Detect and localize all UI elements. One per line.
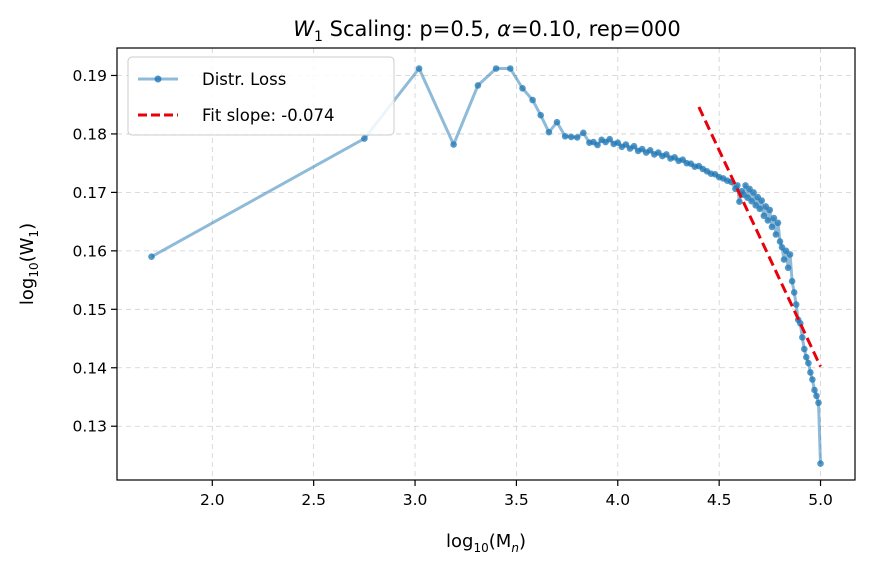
data-point <box>567 133 575 141</box>
data-point <box>594 141 601 149</box>
legend-label-fit: Fit slope: -0.074 <box>202 106 334 125</box>
x-tick-label: 5.0 <box>808 491 833 509</box>
data-point <box>519 85 526 92</box>
data-point <box>622 141 630 148</box>
data-point <box>780 256 788 263</box>
chart-title: W1 Scaling: p=0.5, α=0.10, rep=000 <box>293 17 681 45</box>
x-label-close: ) <box>519 531 526 552</box>
title-scaling: Scaling: p=0.5, <box>323 17 497 41</box>
x-label-log-subscript: 10 <box>473 541 488 555</box>
data-point <box>415 65 423 72</box>
data-point <box>736 198 743 205</box>
data-point <box>361 135 368 142</box>
data-point <box>545 128 553 136</box>
x-label-arg: (M <box>489 531 512 552</box>
data-point <box>573 134 581 141</box>
data-point <box>760 212 768 220</box>
data-point <box>811 386 818 394</box>
x-tick-label: 4.0 <box>605 491 630 509</box>
data-point <box>756 205 763 213</box>
y-tick-label: 0.15 <box>72 301 107 319</box>
data-point <box>507 65 514 72</box>
x-label-log: log <box>446 531 473 552</box>
series-area <box>148 65 824 467</box>
y-tick-label: 0.16 <box>72 242 107 260</box>
data-point <box>805 359 812 367</box>
data-point <box>790 289 798 296</box>
data-point <box>799 334 806 341</box>
y-label-arg: (W <box>17 237 38 262</box>
data-point <box>492 65 500 72</box>
title-w: W <box>293 17 315 41</box>
data-point <box>580 129 587 137</box>
x-axis: 2.0 2.5 3.0 3.5 4.0 4.5 5.0 <box>200 480 833 509</box>
data-point <box>148 253 155 260</box>
y-label-close: ) <box>17 223 38 230</box>
data-point <box>801 345 808 353</box>
data-point <box>784 264 792 272</box>
data-point <box>734 182 741 189</box>
y-tick-label: 0.17 <box>72 184 107 202</box>
y-tick-label: 0.14 <box>72 359 107 377</box>
data-point <box>764 217 772 224</box>
y-tick-label: 0.18 <box>72 125 107 143</box>
data-point <box>553 118 561 126</box>
legend-label-distr-loss: Distr. Loss <box>202 70 286 89</box>
y-axis-label: log10(W1) <box>17 223 41 305</box>
data-point <box>630 142 638 150</box>
grid <box>117 48 855 480</box>
data-point <box>792 301 800 308</box>
data-point <box>786 251 794 258</box>
x-tick-label: 3.5 <box>504 491 529 509</box>
data-point <box>606 135 613 143</box>
data-point <box>768 223 776 231</box>
data-point <box>817 460 824 467</box>
x-tick-label: 4.5 <box>707 491 732 509</box>
data-point <box>766 206 774 214</box>
data-point <box>663 151 670 158</box>
data-point <box>788 277 796 285</box>
y-axis: 0.13 0.14 0.15 0.16 0.17 0.18 0.19 <box>72 67 117 436</box>
legend-marker-distr-loss <box>154 75 162 83</box>
data-point <box>748 197 755 205</box>
data-point <box>815 399 822 407</box>
data-point <box>614 139 622 146</box>
title-alpha: α <box>497 17 511 41</box>
data-point <box>774 219 782 227</box>
data-point <box>537 111 544 119</box>
x-tick-label: 3.0 <box>403 491 428 509</box>
data-point <box>474 82 482 89</box>
data-point <box>646 147 654 154</box>
y-tick-label: 0.13 <box>72 418 107 436</box>
x-tick-label: 2.5 <box>301 491 326 509</box>
data-point <box>450 141 457 148</box>
y-tick-label: 0.19 <box>72 67 107 85</box>
y-label-log: log <box>17 278 38 305</box>
data-point <box>750 189 757 196</box>
title-rest: =0.10, rep=000 <box>511 17 681 41</box>
legend: Distr. Loss Fit slope: -0.074 <box>127 56 395 136</box>
x-tick-label: 2.0 <box>200 491 225 509</box>
x-label-arg-subscript: n <box>511 541 519 555</box>
data-point <box>561 133 569 140</box>
data-point <box>813 392 820 400</box>
fit-line <box>697 106 822 368</box>
plot-frame <box>116 47 856 481</box>
data-point <box>807 369 814 376</box>
data-point <box>770 214 778 222</box>
title-w-subscript: 1 <box>314 29 323 45</box>
data-point <box>776 238 784 245</box>
data-point <box>772 231 780 238</box>
data-point <box>758 197 765 204</box>
data-point <box>529 96 536 104</box>
y-label-arg-subscript: 1 <box>27 230 41 238</box>
data-point <box>809 376 816 383</box>
y-label-log-subscript: 10 <box>27 262 41 277</box>
x-axis-label: log10(Mn) <box>446 531 526 555</box>
data-point <box>803 353 810 361</box>
legend-box <box>127 56 395 136</box>
